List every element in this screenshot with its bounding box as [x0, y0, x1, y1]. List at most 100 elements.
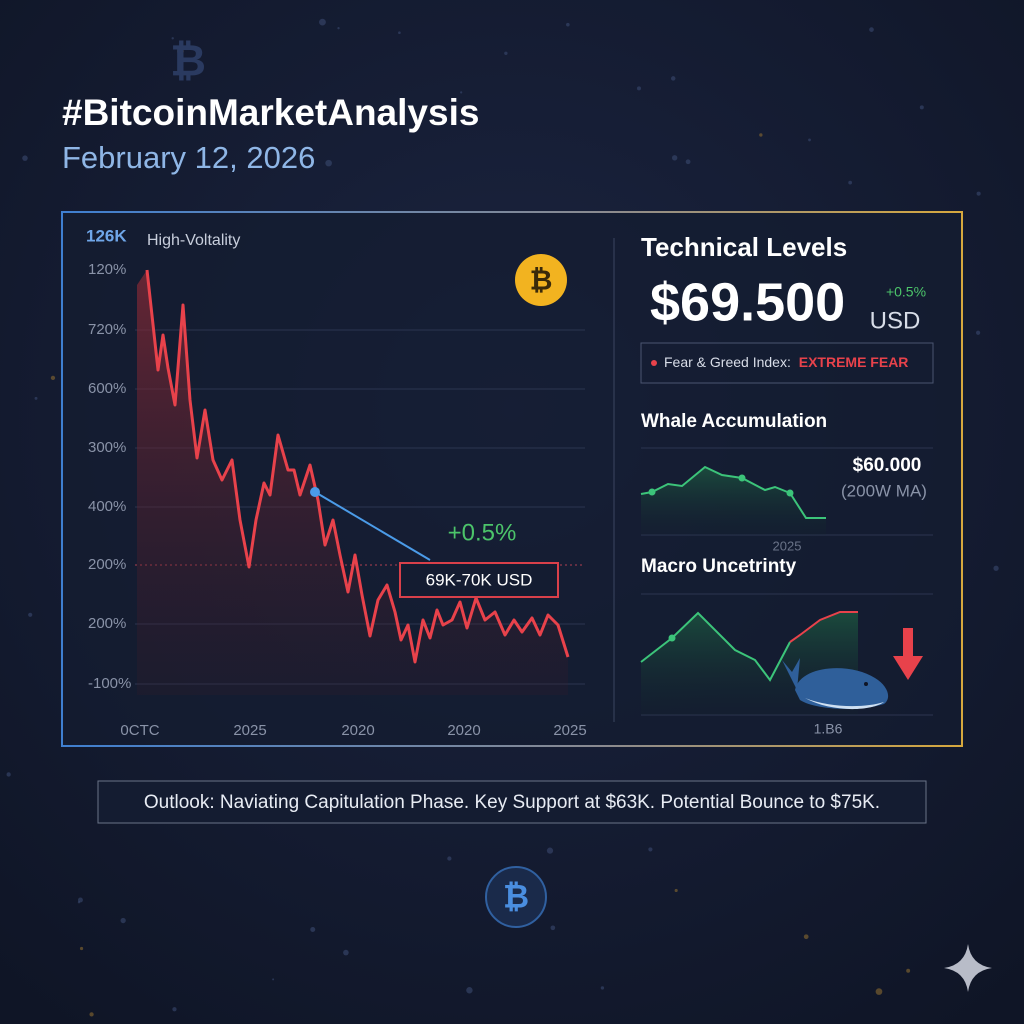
sentiment: Fear & Greed Index: EXTREME FEAR: [664, 354, 908, 370]
whale-area: [641, 467, 826, 535]
whale-note: (200W MA): [841, 481, 927, 500]
sentiment-box: [640, 342, 934, 384]
dot: [89, 1012, 94, 1017]
dot: [120, 917, 126, 924]
price-change: +0.5%: [886, 284, 926, 300]
dot: [460, 91, 463, 94]
dot: [808, 138, 811, 142]
footer-coin: [485, 866, 547, 928]
macro-title: Macro Uncetrinty: [641, 556, 797, 577]
whale-line: [640, 465, 826, 519]
dot: [177, 47, 184, 55]
whale-year: 2025: [773, 538, 802, 553]
dot: [84, 164, 90, 170]
dot: [993, 565, 999, 571]
y-label: 600%: [88, 380, 126, 397]
dot: [447, 856, 452, 861]
whale-icon: [782, 658, 889, 710]
x-label: 2025: [553, 722, 586, 739]
whale-price: $60.000: [853, 455, 922, 476]
macro-point: [668, 634, 676, 642]
whale-point: [786, 489, 794, 497]
dot: [600, 986, 605, 990]
dot: [869, 27, 874, 32]
dot: [50, 375, 56, 381]
bitcoin-coin: [515, 254, 567, 306]
dot: [976, 330, 981, 335]
dot: [670, 76, 676, 81]
dot: [546, 847, 554, 854]
y-label: 200%: [88, 556, 126, 573]
dot: [34, 396, 38, 400]
chart-change: +0.5%: [448, 519, 517, 546]
x-label: 2020: [447, 722, 480, 739]
y-label: 720%: [88, 321, 126, 338]
y-label: 400%: [88, 498, 126, 515]
dot: [566, 22, 570, 27]
dot: [550, 925, 556, 931]
price-area: [137, 270, 568, 695]
range-box: [399, 562, 559, 598]
trend-line: [314, 491, 431, 561]
chart-subtitle: High-Voltality: [147, 232, 240, 249]
faint-icon: ₿: [170, 37, 206, 86]
date: February 12, 2026: [62, 140, 315, 175]
x-label: 2025: [233, 722, 266, 739]
dot: [319, 18, 326, 26]
price-line: [145, 269, 570, 664]
dot: [759, 133, 763, 137]
currency: USD: [870, 307, 921, 334]
trend-point: [310, 487, 320, 497]
dot: [976, 191, 981, 196]
y-label: 120%: [88, 261, 126, 278]
outlook-box: [97, 780, 927, 824]
dot: [325, 159, 332, 167]
dot: [648, 847, 653, 852]
dot: [919, 105, 924, 110]
macro-label: 1.B6: [814, 721, 843, 737]
x-label: 2020: [341, 722, 374, 739]
dot: [875, 988, 883, 995]
dot: [77, 901, 81, 904]
coin-symbol: ₿: [530, 264, 553, 295]
dot: [310, 926, 316, 932]
down-arrow: [893, 628, 923, 680]
technical-title: Technical Levels: [641, 232, 847, 262]
dot: [685, 159, 691, 165]
y-label: 200%: [88, 615, 126, 632]
whale-point: [738, 474, 746, 482]
dot: [343, 949, 349, 956]
x-label: 0CTC: [120, 722, 159, 739]
whale-title: Whale Accumulation: [641, 411, 827, 432]
dot: [79, 946, 84, 951]
dot: [28, 612, 33, 617]
range-label: 69K-70K USD: [426, 570, 533, 589]
y-label: -100%: [88, 675, 131, 692]
dot: [6, 772, 11, 777]
outlook: Outlook: Naviating Capitulation Phase. K…: [144, 792, 880, 813]
dot: [636, 86, 641, 91]
sentiment-dot: [651, 360, 657, 366]
dot: [172, 1007, 177, 1012]
whale-point: [648, 488, 656, 496]
dot: [906, 968, 911, 973]
dot: [272, 978, 275, 981]
sparkle: [944, 944, 992, 992]
dot: [466, 987, 473, 994]
dot: [504, 51, 508, 55]
y-label: 300%: [88, 439, 126, 456]
dot: [171, 37, 174, 40]
dot: [803, 934, 809, 940]
x-axis: 0CTC 2025 2020 2020 2025: [120, 722, 586, 739]
dot: [674, 888, 678, 893]
dot: [337, 27, 340, 30]
sentiment-label: Fear & Greed Index:: [664, 354, 791, 370]
footer-symbol: ₿: [503, 878, 529, 914]
dot: [671, 155, 678, 161]
background-dots: [6, 18, 999, 1017]
title: #BitcoinMarketAnalysis: [62, 92, 479, 133]
dot: [22, 155, 28, 161]
dot: [848, 180, 853, 185]
